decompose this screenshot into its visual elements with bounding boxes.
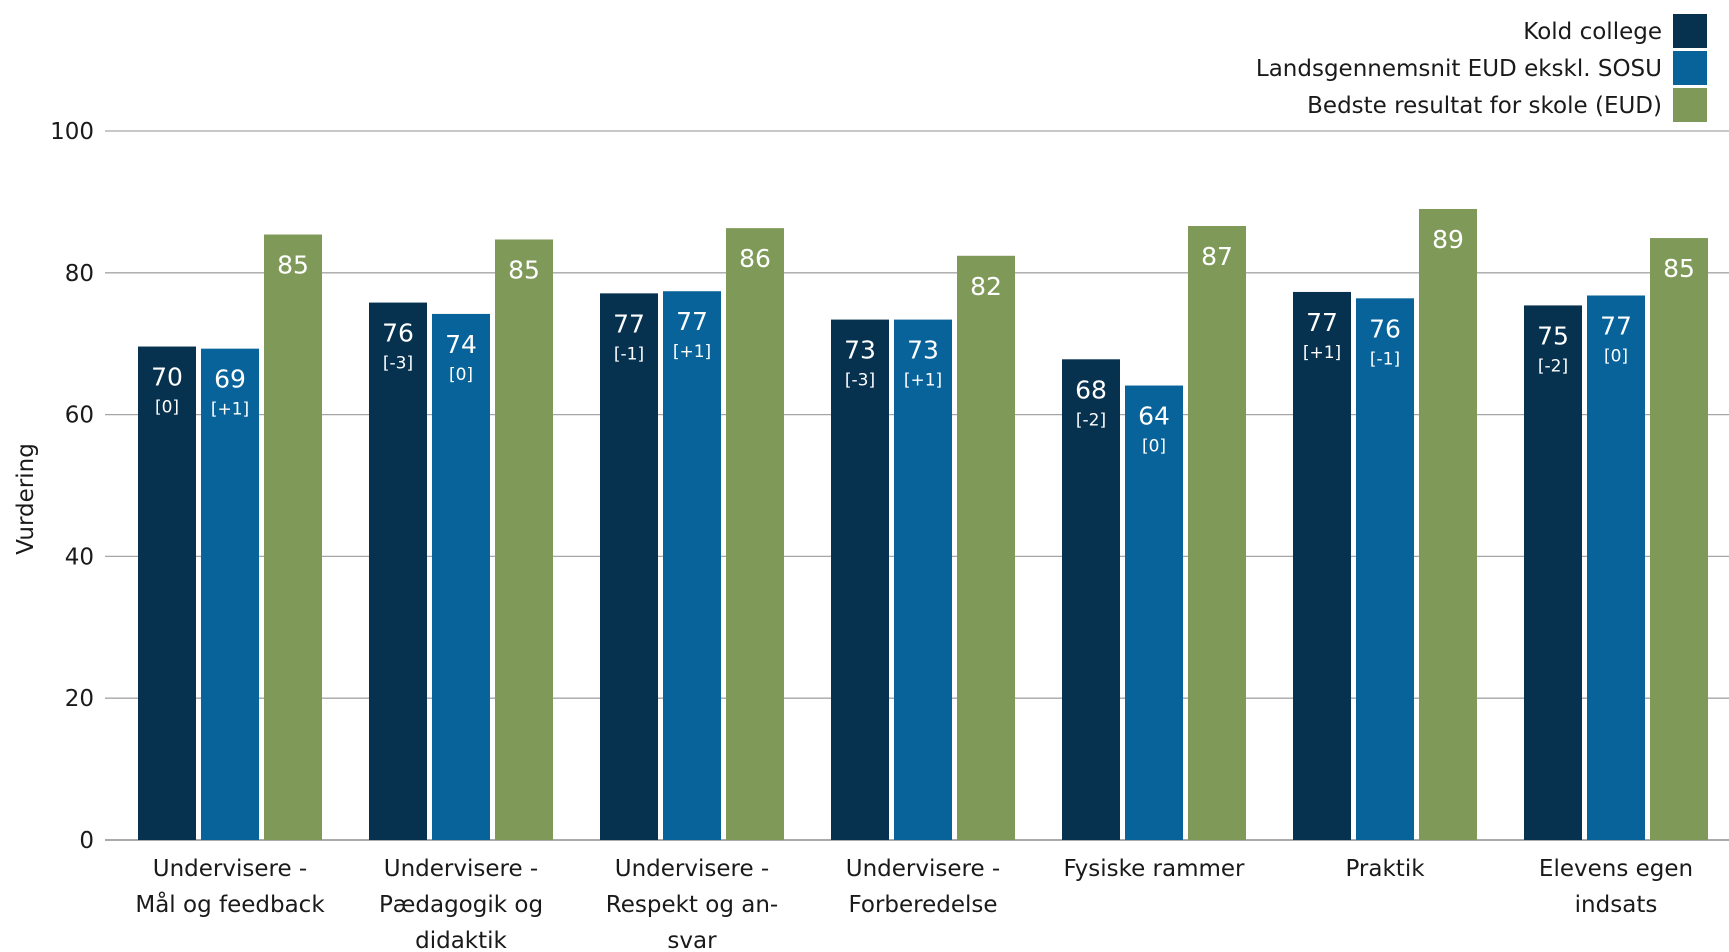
bar: [957, 255, 1015, 840]
bar: [1587, 295, 1645, 840]
bar-change-label: [-1]: [1370, 349, 1400, 369]
y-tick-label: 20: [65, 686, 94, 712]
bar-change-label: [+1]: [673, 342, 711, 362]
bar: [1188, 226, 1246, 841]
bar-value-label: 73: [844, 336, 876, 365]
category-label: didaktik: [415, 928, 507, 952]
bar: [1125, 385, 1183, 840]
bar-value-label: 69: [214, 365, 246, 394]
bar: [432, 313, 490, 840]
bar-change-label: [+1]: [904, 371, 942, 391]
y-tick-label: 40: [65, 544, 94, 570]
legend: Kold college Landsgennemsnit EUD ekskl. S…: [1256, 14, 1707, 122]
bar-value-label: 73: [907, 336, 939, 365]
bar: [1524, 305, 1582, 840]
y-tick-label: 60: [65, 403, 94, 429]
category-label: Pædagogik og: [379, 892, 543, 918]
legend-label: Landsgennemsnit EUD ekskl. SOSU: [1256, 56, 1662, 82]
category-label: svar: [667, 928, 717, 952]
bar-value-label: 76: [382, 319, 414, 348]
bar-change-label: [+1]: [1303, 343, 1341, 363]
bar: [495, 239, 553, 841]
bar: [894, 319, 952, 840]
bar-change-label: [-3]: [383, 354, 413, 374]
bar-value-label: 77: [1600, 311, 1632, 340]
bar-value-label: 64: [1138, 402, 1170, 431]
category-label: Undervisere -: [846, 856, 1000, 882]
category-label: Mål og feedback: [135, 890, 325, 918]
category-label: Elevens egen: [1539, 856, 1693, 882]
bar: [1650, 238, 1708, 840]
bar-value-label: 85: [508, 255, 540, 284]
bar-value-label: 85: [1663, 254, 1695, 283]
bar-value-label: 85: [277, 251, 309, 280]
bar-value-label: 89: [1432, 225, 1464, 254]
bar: [726, 228, 784, 840]
category-label: indsats: [1575, 892, 1658, 918]
legend-label: Bedste resultat for skole (EUD): [1307, 93, 1662, 119]
category-label: Fysiske rammer: [1063, 856, 1245, 882]
bar-change-label: [-3]: [845, 371, 875, 391]
y-tick-label: 100: [50, 119, 94, 145]
bar-change-label: [0]: [155, 398, 179, 418]
y-tick-label: 0: [79, 828, 94, 854]
bars: 70 [0] 69 [+1] 85 76 [-3] 74 [0] 85 77 [-1] 77 [+1] 86…: [138, 208, 1708, 841]
legend-swatch: [1673, 51, 1707, 85]
bar-value-label: 74: [445, 330, 477, 359]
bar-value-label: 76: [1369, 314, 1401, 343]
y-axis-ticks: 0 20 40 60 80 100: [50, 119, 94, 854]
bar-change-label: [-2]: [1538, 356, 1568, 376]
category-label: Praktik: [1345, 856, 1425, 882]
bar-value-label: 77: [1306, 308, 1338, 337]
category-label: Undervisere -: [153, 856, 307, 882]
bar-value-label: 68: [1075, 375, 1107, 404]
bar-value-label: 86: [739, 244, 771, 273]
bar: [138, 346, 196, 840]
bar: [600, 293, 658, 841]
bar-value-label: 82: [970, 272, 1002, 301]
bar-value-label: 77: [613, 309, 645, 338]
legend-swatch: [1673, 88, 1707, 122]
bar-value-label: 75: [1537, 321, 1569, 350]
category-label: Forberedelse: [848, 892, 997, 918]
category-label: Respekt og an-: [606, 892, 778, 918]
bar: [264, 234, 322, 841]
bar: [369, 302, 427, 840]
legend-label: Kold college: [1523, 19, 1662, 45]
bar: [831, 319, 889, 840]
bar: [1419, 208, 1477, 841]
bar: [1062, 359, 1120, 840]
bar-change-label: [0]: [1604, 346, 1628, 366]
bar: [201, 348, 259, 840]
x-axis-categories: Undervisere - Mål og feedback Undervisere …: [135, 856, 1693, 952]
y-axis-label: Vurdering: [13, 443, 39, 555]
bar: [1356, 298, 1414, 841]
y-tick-label: 80: [65, 261, 94, 287]
bar-change-label: [-2]: [1076, 410, 1106, 430]
bar-change-label: [-1]: [614, 344, 644, 364]
bar-change-label: [0]: [1142, 437, 1166, 457]
bar-change-label: [0]: [449, 365, 473, 385]
bar-value-label: 87: [1201, 242, 1233, 271]
bar-value-label: 77: [676, 307, 708, 336]
legend-swatch: [1673, 14, 1707, 48]
bar: [663, 291, 721, 840]
bar-value-label: 70: [151, 363, 183, 392]
category-label: Undervisere -: [384, 856, 538, 882]
category-label: Undervisere -: [615, 856, 769, 882]
bar-change-label: [+1]: [211, 400, 249, 420]
bar: [1293, 291, 1351, 840]
